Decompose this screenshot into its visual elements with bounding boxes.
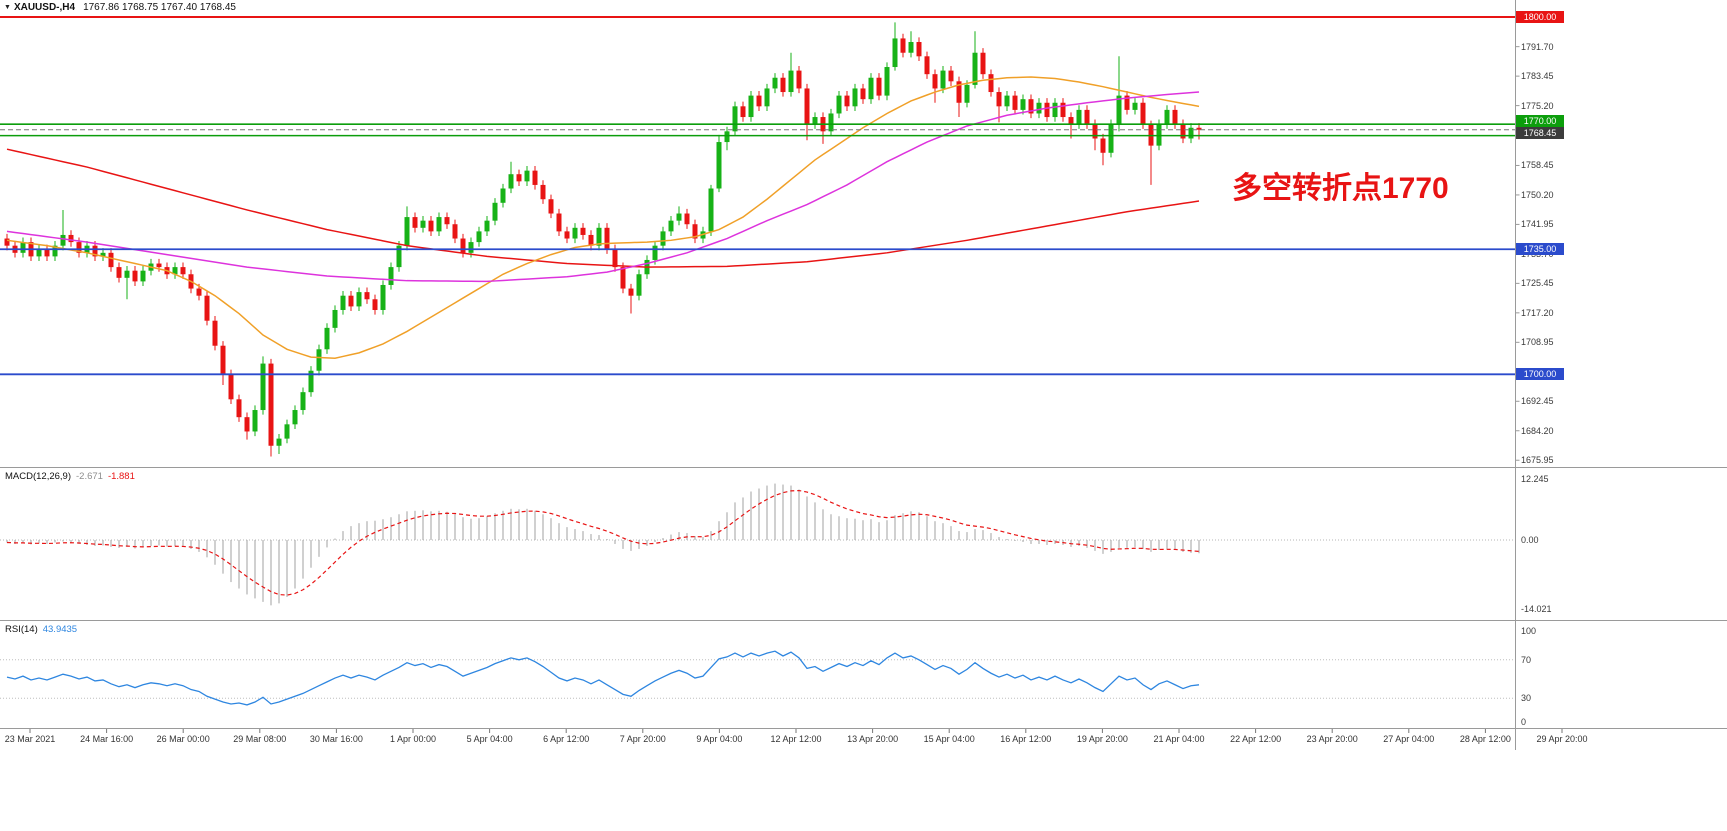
time-axis-label: 19 Apr 20:00 [1076, 734, 1128, 744]
price-axis-tick: 1692.45 [1521, 396, 1554, 407]
time-axis-label: 1 Apr 00:00 [389, 734, 437, 744]
rsi-line [6, 650, 1200, 706]
price-badge-177000: 1770.00 [1516, 115, 1564, 128]
macd-scale-label: 12.245 [1521, 474, 1549, 485]
macd-indicator-label: MACD(12,26,9) -2.671 -1.881 [5, 471, 135, 482]
time-axis-label: 27 Apr 04:00 [1383, 734, 1435, 744]
price-axis-tick: 1684.20 [1521, 425, 1554, 436]
time-axis-label: 28 Apr 12:00 [1459, 734, 1511, 744]
price-axis-tick: 1708.95 [1521, 337, 1554, 348]
time-axis-label: 7 Apr 20:00 [619, 734, 666, 744]
price-axis-tick: 1717.20 [1521, 307, 1554, 318]
ma-magenta-line [6, 91, 1200, 283]
time-axis-label: 22 Apr 12:00 [1230, 734, 1282, 744]
rsi-scale-label: 100 [1521, 626, 1537, 636]
ohlc-values: 1767.86 1768.75 1767.40 1768.45 [83, 2, 236, 13]
time-axis-label: 23 Mar 2021 [4, 734, 56, 744]
price-axis-tick: 1750.20 [1521, 189, 1554, 200]
time-axis-label: 9 Apr 04:00 [696, 734, 743, 744]
rsi-indicator-label: RSI(14) 43.9435 [5, 624, 77, 635]
rsi-scale-label: 0 [1521, 717, 1527, 727]
symbol-dropdown-icon[interactable]: ▼ [4, 4, 11, 11]
time-axis-label: 30 Mar 16:00 [309, 734, 363, 744]
macd-histogram [6, 483, 1200, 606]
time-axis-label: 6 Apr 12:00 [543, 734, 590, 744]
macd-indicator-name: MACD(12,26,9) [5, 471, 71, 482]
annotation-text: 多空转折点1770 [1232, 172, 1449, 205]
price-axis-tick: 1791.70 [1521, 41, 1554, 52]
time-axis-label: 24 Mar 16:00 [80, 734, 134, 744]
rsi-value: 43.9435 [42, 624, 78, 635]
macd-signal-line [6, 489, 1200, 596]
time-axis-label: 23 Apr 20:00 [1306, 734, 1358, 744]
chart-title: ▼ XAUUSD-,H4 1767.86 1768.75 1767.40 1768.… [4, 2, 236, 13]
time-axis-label: 15 Apr 04:00 [923, 734, 975, 744]
rsi-scale-label: 70 [1521, 654, 1532, 665]
chart-canvas[interactable] [0, 0, 1727, 760]
price-axis-tick: 1783.45 [1521, 71, 1554, 82]
price-badge-176845: 1768.45 [1516, 126, 1564, 139]
rsi-scale-label: 30 [1521, 693, 1532, 704]
price-axis-tick: 1675.95 [1521, 455, 1554, 466]
price-badge-170000: 1700.00 [1516, 368, 1564, 381]
rsi-indicator-name: RSI(14) [5, 624, 38, 635]
price-axis-tick: 1741.95 [1521, 219, 1554, 230]
horizontal-price-lines [0, 16, 1516, 376]
time-axis-label: 29 Apr 20:00 [1536, 734, 1588, 744]
time-axis-label: 13 Apr 20:00 [847, 734, 899, 744]
macd-signal-value: -1.881 [107, 471, 135, 482]
price-badge-173500: 1735.00 [1516, 243, 1564, 256]
time-axis-label: 5 Apr 04:00 [466, 734, 513, 744]
time-axis-label: 26 Mar 00:00 [156, 734, 210, 744]
macd-main-value: -2.671 [76, 471, 103, 482]
macd-scale-label: -14.021 [1521, 604, 1552, 615]
macd-scale-label: 0.00 [1521, 535, 1539, 545]
ma-red-line [6, 148, 1200, 268]
symbol-period-label: XAUUSD-,H4 [13, 2, 76, 13]
time-axis-label: 12 Apr 12:00 [770, 734, 822, 744]
time-axis-label: 16 Apr 12:00 [1000, 734, 1052, 744]
ma-orange-line [6, 76, 1200, 359]
time-axis-label: 21 Apr 04:00 [1153, 734, 1205, 744]
price-axis-tick: 1758.45 [1521, 160, 1554, 171]
price-badge-180000: 1800.00 [1516, 11, 1564, 23]
price-axis-tick: 1775.20 [1521, 100, 1554, 111]
candlestick-series [4, 22, 1202, 457]
time-axis-label: 29 Mar 08:00 [233, 734, 287, 744]
price-axis-tick: 1725.45 [1521, 278, 1554, 289]
